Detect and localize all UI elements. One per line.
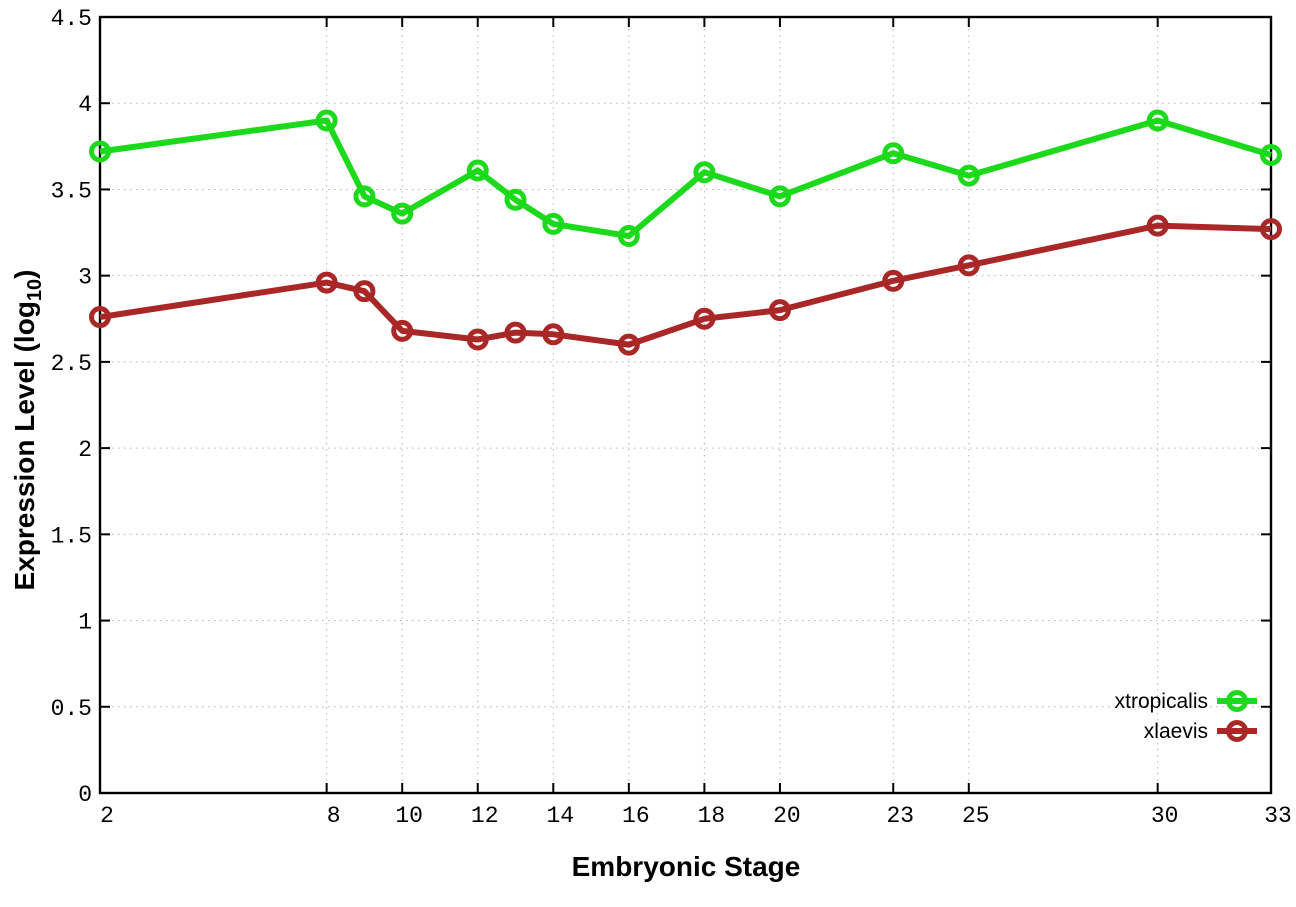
- data-point-marker: [617, 333, 640, 356]
- data-point-marker: [542, 212, 565, 235]
- data-point-marker: [315, 109, 338, 132]
- data-point-marker: [1260, 218, 1282, 241]
- tick-labels: 2 8 10 12 14 16 18 20 23 25 30 33 0 0.5 1 1.5 2 2.5 3 3.5 4 4…: [51, 6, 1292, 829]
- legend-label-xlaevis: xlaevis: [1144, 720, 1208, 743]
- legend-entry-xlaevis: xlaevis: [1144, 720, 1257, 743]
- data-point-marker: [89, 140, 111, 163]
- data-point-marker: [466, 159, 489, 182]
- data-point-marker: [882, 269, 905, 292]
- data-point-marker: [391, 319, 414, 342]
- data-point-marker: [693, 307, 716, 330]
- data-point-marker: [1146, 214, 1169, 237]
- data-point-marker: [89, 306, 111, 329]
- y-axis-title-close: ): [9, 270, 40, 279]
- x-tick-label: 23: [886, 803, 914, 829]
- x-tick-label: 25: [962, 803, 990, 829]
- data-point-marker: [768, 299, 791, 322]
- x-tick-label: 14: [546, 803, 574, 829]
- x-tick-label: 18: [698, 803, 726, 829]
- data-point-marker: [1146, 109, 1169, 132]
- x-tick-label: 2: [100, 803, 114, 829]
- x-tick-label: 20: [773, 803, 801, 829]
- series-line-xtropicalis: [99, 117, 1272, 240]
- y-tick-label: 2: [78, 437, 92, 463]
- data-point-marker: [957, 254, 980, 277]
- x-tick-label: 10: [395, 803, 423, 829]
- x-tick-label: 33: [1264, 803, 1292, 829]
- y-axis-title-subscript: 10: [24, 279, 46, 301]
- chart-generated: 2 8 10 12 14 16 18 20 23 25 30 33 0 0.5 1 1.5 2 2.5 3 3.5 4 4…: [51, 6, 1292, 829]
- plot-border: [98, 15, 1273, 795]
- y-tick-label: 4: [78, 92, 92, 118]
- y-tick-label: 1: [78, 610, 92, 636]
- x-tick-label: 8: [327, 803, 341, 829]
- x-tick-label: 30: [1151, 803, 1179, 829]
- data-point-marker: [391, 202, 414, 225]
- series-xlaevis: [89, 214, 1282, 356]
- legend-label-xtropicalis: xtropicalis: [1115, 690, 1208, 713]
- y-tick-label: 1.5: [51, 523, 92, 549]
- y-tick-label: 2.5: [51, 351, 92, 377]
- x-tick-label: 16: [622, 803, 650, 829]
- ticks: [99, 16, 1272, 794]
- y-tick-label: 0.5: [51, 696, 92, 722]
- data-point-marker: [768, 185, 791, 208]
- y-tick-label: 0: [78, 782, 92, 808]
- x-tick-label: 12: [471, 803, 499, 829]
- data-point-marker: [1260, 143, 1282, 166]
- y-tick-label: 4.5: [51, 6, 92, 32]
- y-tick-label: 3: [78, 265, 92, 291]
- legend: xtropicalis xlaevis: [1115, 690, 1257, 743]
- data-point-marker: [466, 328, 489, 351]
- data-point-marker: [315, 271, 338, 294]
- y-axis-title: Expression Level (log10): [9, 270, 46, 591]
- data-point-marker: [693, 161, 716, 184]
- data-point-marker: [617, 225, 640, 248]
- legend-marker-xlaevis: [1226, 720, 1248, 742]
- legend-marker-xtropicalis: [1226, 690, 1248, 712]
- data-point-marker: [353, 280, 376, 303]
- data-point-marker: [504, 188, 527, 211]
- x-axis-title: Embryonic Stage: [572, 851, 801, 882]
- legend-entry-xtropicalis: xtropicalis: [1115, 690, 1257, 713]
- data-point-marker: [542, 323, 565, 346]
- data-point-marker: [353, 185, 376, 208]
- y-tick-label: 3.5: [51, 178, 92, 204]
- data-point-marker: [882, 142, 905, 165]
- y-axis-title-main: Expression Level (log: [9, 301, 40, 590]
- grid: [99, 16, 1272, 794]
- data-point-marker: [957, 164, 980, 187]
- data-point-marker: [504, 321, 527, 344]
- series-xtropicalis: [89, 109, 1282, 248]
- series-line-xlaevis: [99, 222, 1272, 348]
